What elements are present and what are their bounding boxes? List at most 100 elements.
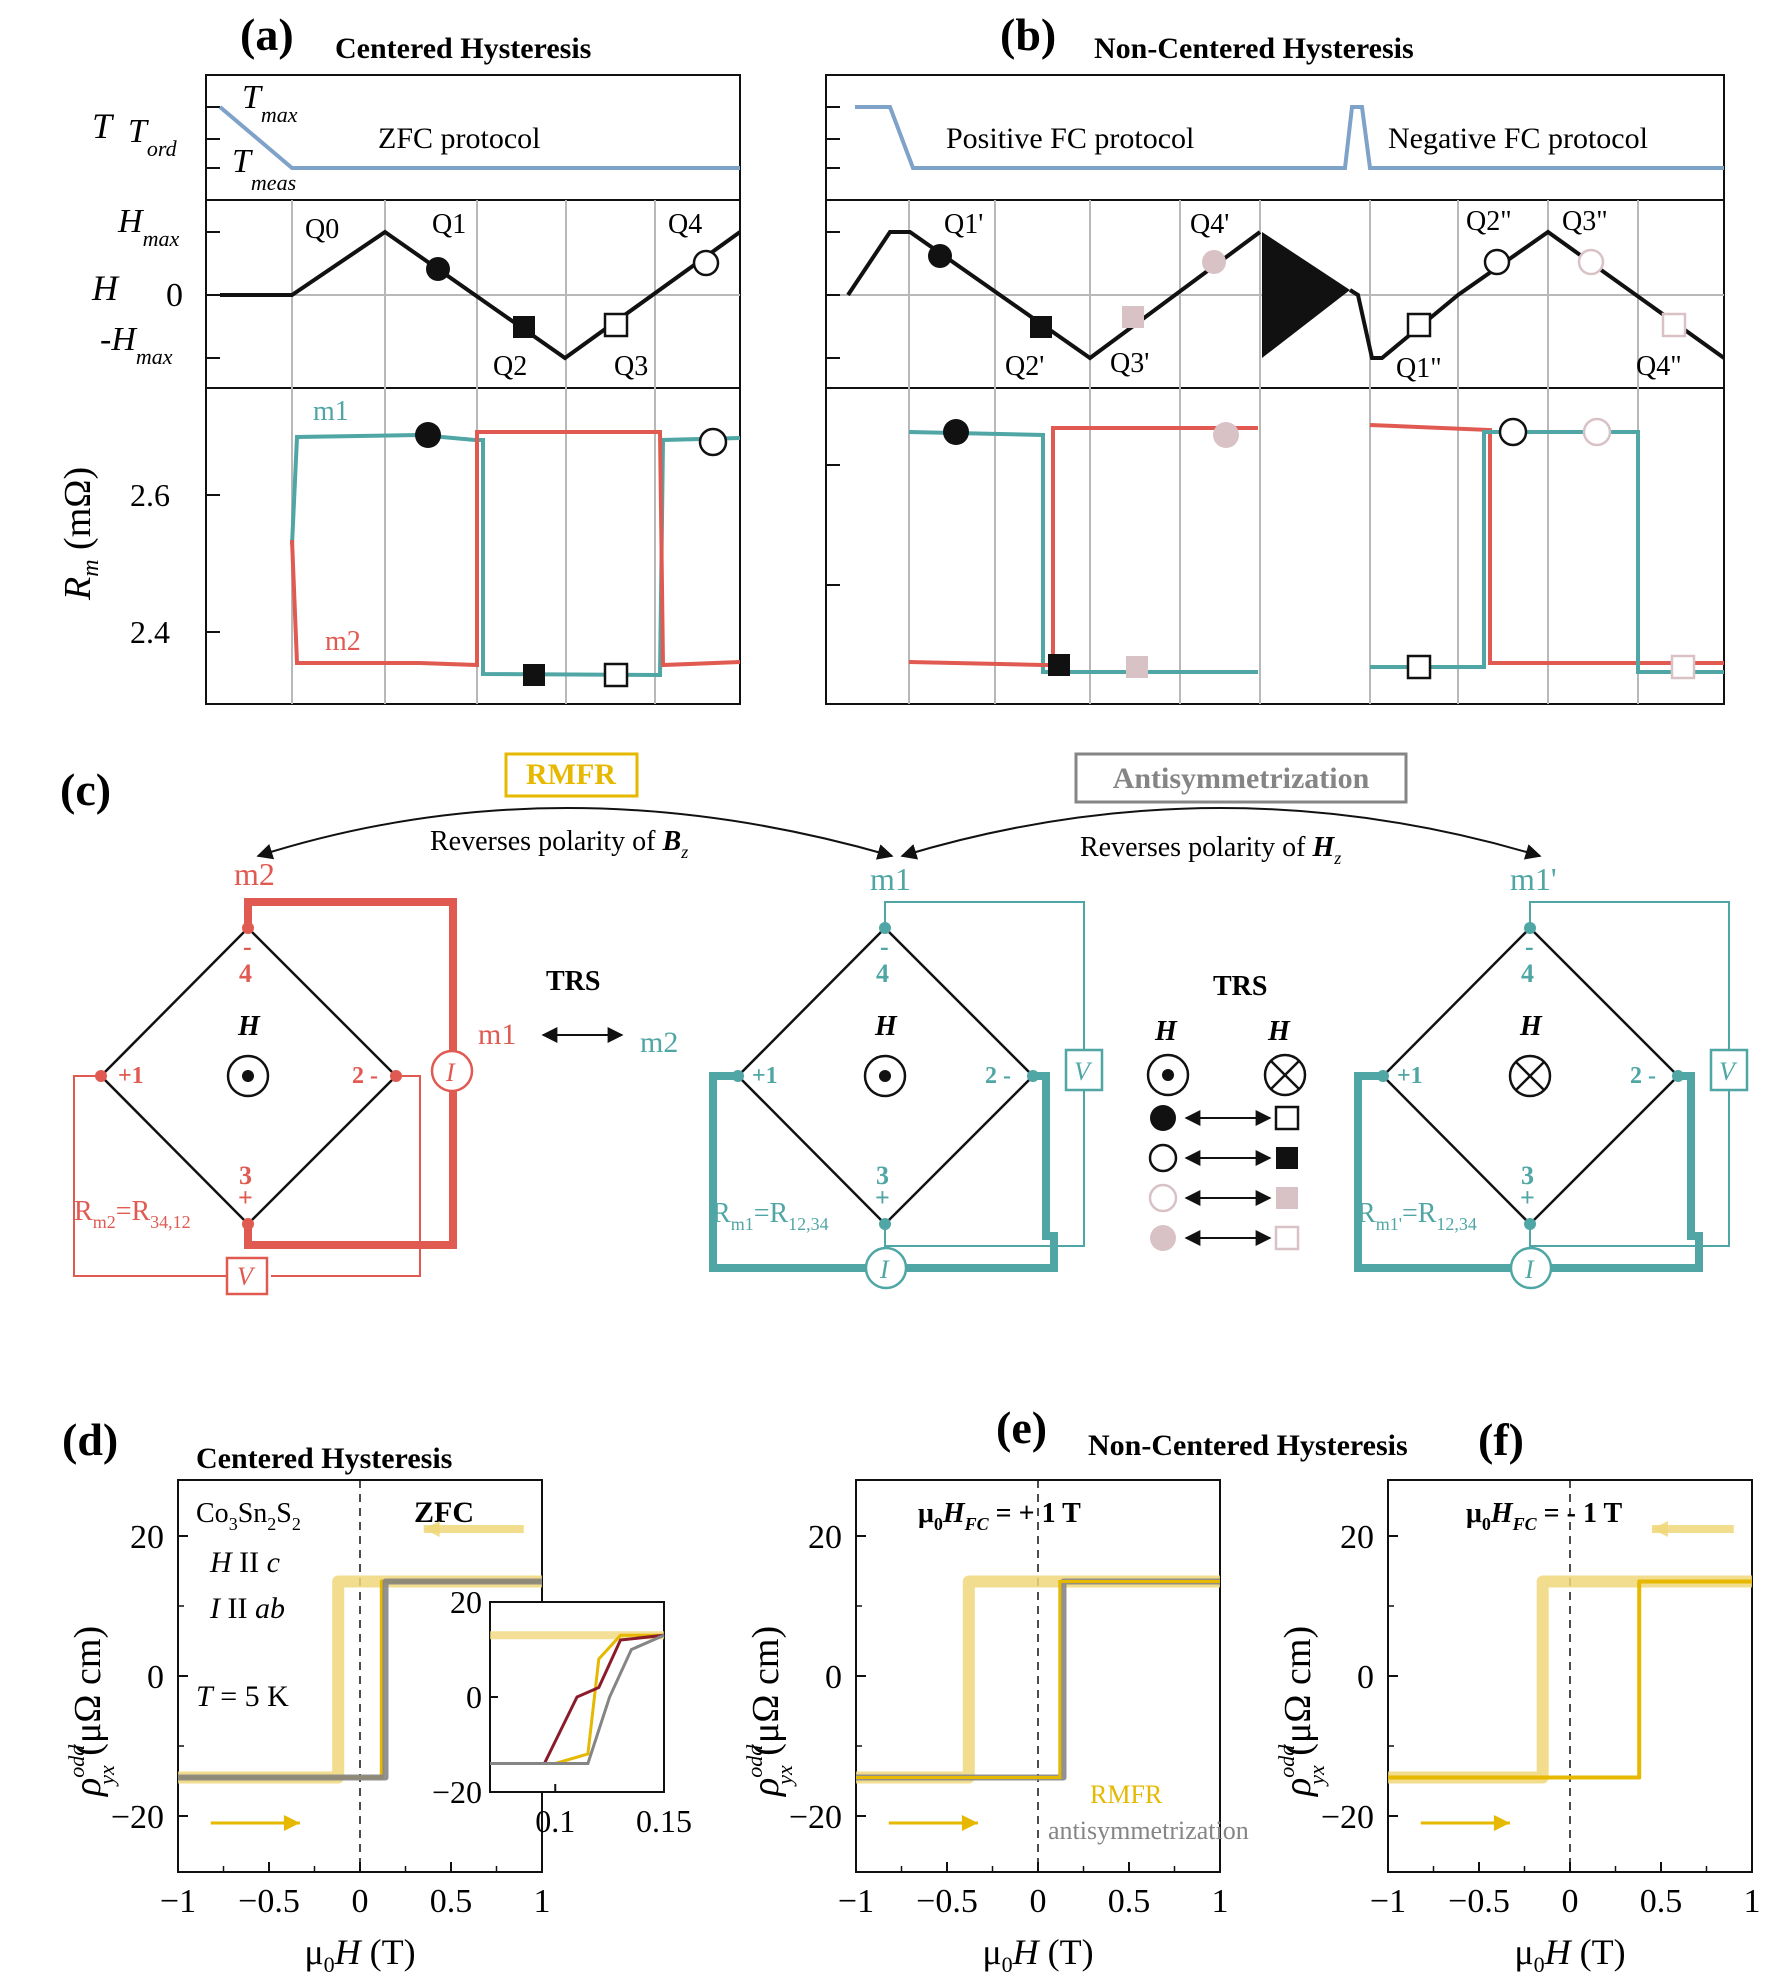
label-q2pp: Q2" xyxy=(1466,206,1512,237)
sweep-up-arrow-e-head xyxy=(961,1815,978,1831)
tick-neg-hmax: -Hmax xyxy=(100,321,173,369)
config-m1prime-current-loop xyxy=(1354,1072,1703,1272)
series-rmfr-sweep-up xyxy=(1388,1579,1752,1780)
ytick-label: 20 xyxy=(808,1519,842,1556)
plot-d-zfc: ZFC xyxy=(414,1496,474,1529)
inset-ytick-label: 0 xyxy=(466,1679,482,1715)
curve-m2-b2 xyxy=(1369,423,1724,665)
m1-contact-1-label: +1 xyxy=(752,1063,778,1089)
marker-q4pp xyxy=(1661,312,1687,338)
panel-b-field-curve-2 xyxy=(1348,229,1726,360)
inset-ytick-label: 20 xyxy=(450,1584,482,1620)
config-m2-h: H xyxy=(237,1011,261,1042)
axis-label-h: H xyxy=(91,268,120,308)
panel-a: (a) Centered Hysteresis ZFC pr xyxy=(57,9,742,705)
inset-xtick-label: 0.1 xyxy=(535,1803,575,1839)
config-m2: m2 - 4 3 + +1 2 - H I V Rm2=R34,12 xyxy=(73,856,474,1296)
config-m2-voltage-loop xyxy=(73,1075,231,1277)
plot-f-curves xyxy=(1388,1575,1752,1784)
label-q3: Q3 xyxy=(614,351,648,382)
marker-rm-q3p xyxy=(1126,656,1148,678)
tick-rm-26: 2.6 xyxy=(130,477,170,513)
rmfr-box-label: RMFR xyxy=(526,758,616,791)
sweep-up-arrow-f-head xyxy=(1493,1815,1510,1831)
marker-q1pp xyxy=(1406,312,1432,338)
marker-q1p xyxy=(928,244,952,268)
xtick-label: 0 xyxy=(1030,1883,1047,1920)
antisym-box-label: Antisymmetrization xyxy=(1113,762,1370,795)
trs-h-left: H xyxy=(1154,1016,1178,1047)
panel-a-title: Centered Hysteresis xyxy=(335,32,591,65)
tick-tmeas: Tmeas xyxy=(232,143,296,195)
label-q1p: Q1' xyxy=(944,209,983,240)
panel-b-ticks xyxy=(826,106,840,586)
trs-row1-square xyxy=(1274,1105,1300,1131)
marker-rm-q3 xyxy=(603,662,629,688)
panel-b-rm-curves xyxy=(908,423,1724,674)
arc-bz xyxy=(256,807,894,860)
plot-d-curves xyxy=(178,1575,542,1784)
plot-d-temp: T = 5 K xyxy=(196,1680,289,1713)
label-q3pp: Q3" xyxy=(1562,206,1608,237)
config-m1: m1 - 4 3 + +1 2 - H V I Rm1=R12,34 xyxy=(709,861,1104,1290)
svg-text:Rm (mΩ): Rm (mΩ) xyxy=(57,467,104,601)
xlabel: μ0H (T) xyxy=(982,1932,1093,1977)
label-q2p: Q2' xyxy=(1005,351,1044,382)
panel-b-rm-frame xyxy=(825,387,1725,705)
panel-a-ticks xyxy=(206,106,220,633)
trs-label-left: TRS xyxy=(546,966,600,997)
m1-contact-3-sign: + xyxy=(875,1183,890,1212)
m1-contact-3-num: 3 xyxy=(876,1161,889,1190)
m1p-contact-3-num: 3 xyxy=(1521,1161,1534,1190)
voltage-label: V xyxy=(237,1262,256,1291)
m1p-contact-3-sign: + xyxy=(1520,1183,1535,1212)
rm1p-formula: Rm1'=R12,34 xyxy=(1357,1198,1477,1234)
xtick-label: 0.5 xyxy=(430,1883,473,1920)
ylabel: ρodd yx (μΩ cm) xyxy=(64,1626,119,1797)
curve-m1-b xyxy=(908,430,1258,674)
swap-m2: m2 xyxy=(640,1026,678,1059)
trs-h-in-icon xyxy=(1263,1053,1307,1097)
plot-d-hc: H II c xyxy=(209,1546,280,1579)
sweep-down-arrow-d-head xyxy=(423,1521,440,1537)
config-m1-title: m1 xyxy=(870,861,911,897)
m1-voltmeter-icon xyxy=(1064,1048,1104,1092)
m1p-current-source-icon xyxy=(1509,1246,1553,1290)
xtick-label: 1 xyxy=(1744,1883,1761,1920)
xtick-label: 0 xyxy=(1562,1883,1579,1920)
inset-curves xyxy=(490,1631,665,1765)
label-q1pp: Q1" xyxy=(1396,353,1442,384)
panel-c: (c) RMFR Antisymmetrization Reverses pol… xyxy=(60,752,1749,1296)
curve-m2-b xyxy=(908,426,1258,667)
ylabel-text: ρodd yx (μΩ cm) xyxy=(64,1626,119,1797)
marker-q1-filled-circle xyxy=(426,257,450,281)
xtick-label: −0.5 xyxy=(916,1883,978,1920)
contact-4-sign: - xyxy=(243,932,252,961)
xtick-label: −0.5 xyxy=(238,1883,300,1920)
label-q2: Q2 xyxy=(493,351,527,382)
series-antisymmetrization xyxy=(178,1578,542,1781)
marker-rm-q1 xyxy=(415,422,441,448)
xtick-label: 1 xyxy=(534,1883,551,1920)
marker-rm-q1pp xyxy=(1406,654,1432,680)
xtick-label: 1 xyxy=(1212,1883,1229,1920)
rm1-formula: Rm1=R12,34 xyxy=(712,1198,829,1234)
marker-rm-q4p xyxy=(1213,422,1239,448)
ytick-label: 20 xyxy=(1340,1519,1374,1556)
inset-series-2 xyxy=(490,1633,665,1765)
marker-q3-open-square xyxy=(603,312,629,338)
label-m1-a: m1 xyxy=(313,396,349,427)
tick-hmax: Hmax xyxy=(117,203,179,251)
m1p-contact-1-label: +1 xyxy=(1397,1063,1423,1089)
label-q3p: Q3' xyxy=(1110,348,1149,379)
panel-a-label: (a) xyxy=(240,9,294,60)
m1p-current-label: I xyxy=(1524,1255,1535,1284)
panel-e-label: (e) xyxy=(996,1402,1047,1453)
ytick-label: −20 xyxy=(111,1799,164,1836)
m1p-h-into-plane-icon xyxy=(1508,1054,1552,1098)
plot-e-curves xyxy=(856,1575,1220,1784)
ytick-label: −20 xyxy=(1321,1799,1374,1836)
xtick-label: −1 xyxy=(160,1883,196,1920)
arc-hz xyxy=(900,807,1542,860)
panel-d-title: Centered Hysteresis xyxy=(196,1442,452,1475)
